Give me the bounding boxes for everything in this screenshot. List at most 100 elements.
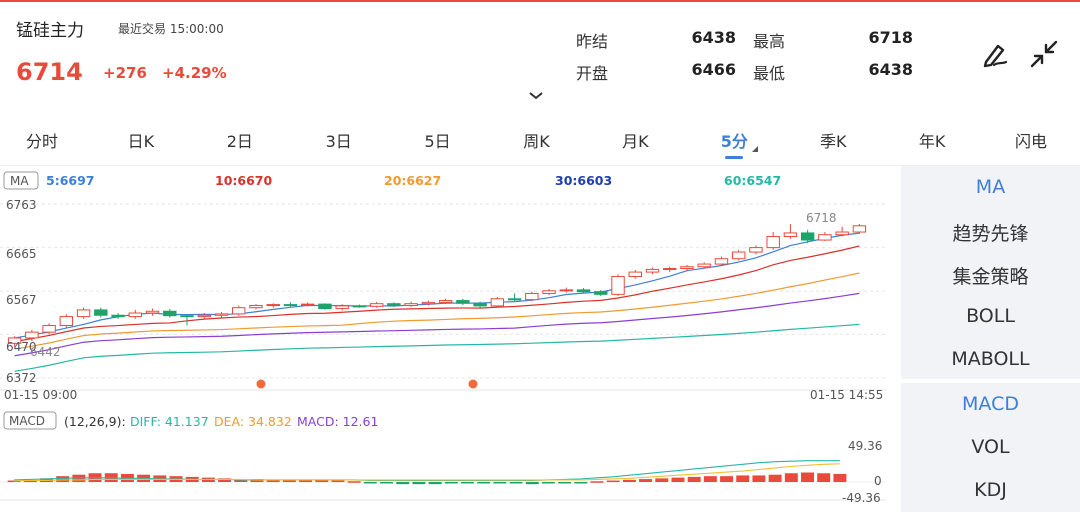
tab-period[interactable]: 5分 bbox=[720, 132, 748, 151]
candle[interactable] bbox=[490, 297, 505, 308]
chart-area[interactable]: MA 5:6697 10:6670 20:6627 30:6603 60:654… bbox=[0, 165, 900, 512]
macd-bar bbox=[331, 480, 345, 483]
indicator-option[interactable]: 集金策略 bbox=[952, 266, 1029, 288]
candle[interactable] bbox=[145, 308, 160, 316]
candle[interactable] bbox=[335, 304, 349, 311]
price-change: +276 bbox=[103, 64, 147, 82]
tab-period[interactable]: 3日 bbox=[325, 132, 352, 151]
candle[interactable] bbox=[180, 314, 194, 326]
candle[interactable] bbox=[163, 309, 177, 318]
candle[interactable] bbox=[611, 274, 625, 297]
candle[interactable] bbox=[283, 302, 298, 307]
candle[interactable] bbox=[731, 249, 746, 261]
candle[interactable] bbox=[25, 329, 39, 342]
candle[interactable] bbox=[300, 302, 315, 307]
tab-period[interactable]: 分时 bbox=[25, 132, 58, 151]
candle[interactable] bbox=[766, 232, 780, 250]
kline-chart[interactable]: MA 5:6697 10:6670 20:6627 30:6603 60:654… bbox=[0, 165, 900, 512]
candle[interactable] bbox=[542, 288, 556, 296]
dea-line bbox=[14, 463, 840, 482]
candle[interactable] bbox=[835, 226, 849, 237]
candle[interactable] bbox=[438, 298, 453, 305]
high-value: 6718 bbox=[868, 28, 913, 47]
candle[interactable] bbox=[197, 313, 211, 319]
low-value: 6438 bbox=[868, 60, 913, 79]
candle[interactable] bbox=[128, 309, 143, 319]
period-tabs: 分时 日K 2日 3日 5日 周K 月K 5分 季K 年K 闪电 bbox=[0, 116, 1080, 160]
candle[interactable] bbox=[628, 269, 642, 279]
candle[interactable] bbox=[42, 323, 56, 335]
candle[interactable] bbox=[507, 293, 522, 302]
candle[interactable] bbox=[7, 336, 22, 347]
collapse-icon[interactable] bbox=[1028, 38, 1060, 70]
macd-bar bbox=[444, 482, 458, 484]
candle[interactable] bbox=[559, 287, 574, 293]
candle[interactable] bbox=[111, 313, 125, 319]
macd-bar bbox=[525, 482, 539, 485]
candle[interactable] bbox=[680, 264, 694, 272]
candle[interactable] bbox=[645, 267, 660, 275]
macd-tag-label: MACD bbox=[9, 414, 45, 428]
candle[interactable] bbox=[456, 298, 470, 306]
indicator-option[interactable]: MACD bbox=[962, 393, 1019, 415]
candle[interactable] bbox=[59, 314, 74, 328]
candle[interactable] bbox=[387, 302, 401, 307]
macd-bar bbox=[687, 476, 701, 482]
candle[interactable] bbox=[214, 312, 229, 318]
y-tick-label: 6763 bbox=[6, 198, 37, 212]
ma-tag[interactable] bbox=[3, 171, 39, 190]
candle[interactable] bbox=[749, 245, 763, 255]
indicator-option[interactable]: BOLL bbox=[966, 305, 1015, 327]
candle[interactable] bbox=[783, 224, 798, 239]
candle[interactable] bbox=[818, 232, 832, 241]
macd-bar bbox=[736, 475, 750, 482]
event-marker[interactable] bbox=[256, 379, 266, 389]
tab-period[interactable]: 闪电 bbox=[1014, 132, 1047, 151]
candle[interactable] bbox=[714, 256, 729, 266]
indicator-option[interactable]: VOL bbox=[971, 436, 1010, 458]
macd-bar bbox=[56, 476, 70, 482]
tab-period[interactable]: 日K bbox=[127, 132, 155, 151]
tab-period[interactable]: 5日 bbox=[424, 132, 451, 151]
ma5-line bbox=[14, 232, 860, 339]
tab-period[interactable]: 年K bbox=[918, 132, 946, 151]
tab-period[interactable]: 2日 bbox=[226, 132, 253, 151]
tab-period[interactable]: 季K bbox=[819, 132, 847, 151]
candle[interactable] bbox=[369, 301, 384, 308]
candle[interactable] bbox=[421, 300, 436, 306]
candle[interactable] bbox=[852, 224, 867, 234]
candle[interactable] bbox=[404, 301, 418, 307]
candle[interactable] bbox=[352, 304, 367, 308]
macd-bar bbox=[752, 475, 766, 482]
candle[interactable] bbox=[525, 291, 539, 302]
candle[interactable] bbox=[94, 307, 108, 318]
macd-tag[interactable] bbox=[3, 411, 57, 430]
draw-pen-icon[interactable] bbox=[978, 38, 1010, 70]
tab-period[interactable]: 月K bbox=[622, 132, 649, 151]
candle[interactable] bbox=[232, 305, 246, 316]
candle[interactable] bbox=[249, 304, 263, 310]
candle[interactable] bbox=[473, 301, 487, 308]
indicator-option[interactable]: MABOLL bbox=[951, 348, 1030, 370]
indicator-option[interactable]: 趋势先锋 bbox=[952, 223, 1029, 245]
candle[interactable] bbox=[800, 229, 815, 244]
event-marker[interactable] bbox=[468, 379, 478, 389]
candle[interactable] bbox=[76, 307, 91, 319]
contract-name: 锰硅主力 bbox=[16, 21, 84, 41]
main-indicator-panel: MA 趋势先锋集金策略 BOLL MABOLL bbox=[901, 166, 1080, 379]
indicator-option[interactable]: MA bbox=[975, 176, 1006, 198]
macd-bar bbox=[655, 478, 669, 482]
tab-dropdown-icon[interactable] bbox=[752, 146, 759, 152]
candle[interactable] bbox=[576, 288, 591, 294]
candle[interactable] bbox=[318, 303, 332, 310]
macd-bar bbox=[477, 482, 491, 484]
candle[interactable] bbox=[266, 303, 280, 308]
tab-period[interactable]: 周K bbox=[523, 132, 550, 151]
active-tab-indicator bbox=[725, 156, 744, 159]
candle[interactable] bbox=[663, 266, 677, 273]
candle[interactable] bbox=[697, 262, 711, 269]
candle[interactable] bbox=[594, 289, 608, 297]
expand-chevron-icon[interactable] bbox=[528, 90, 544, 100]
indicator-option[interactable]: KDJ bbox=[974, 479, 1007, 501]
macd-bar bbox=[558, 482, 572, 484]
